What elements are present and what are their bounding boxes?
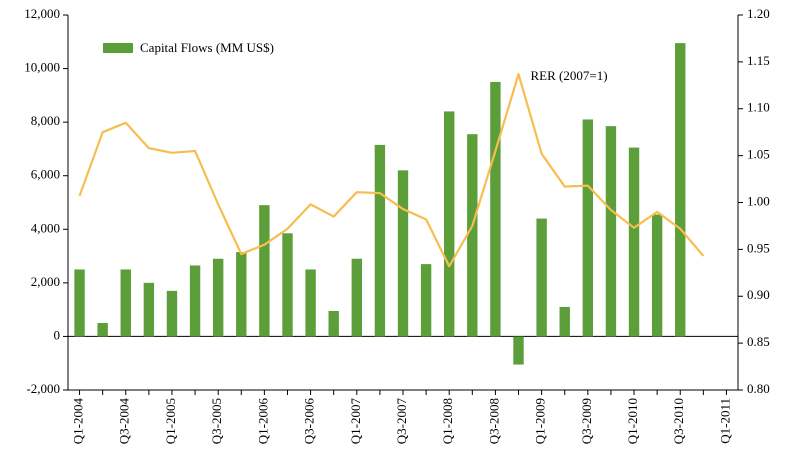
y-tick-label: 0: [54, 327, 61, 342]
y2-tick-label: 1.00: [747, 193, 770, 208]
bar: [559, 306, 570, 337]
x-tick-label: Q3-2004: [117, 398, 132, 445]
y2-tick-label: 1.20: [747, 6, 770, 21]
y2-tick-label: 0.80: [747, 381, 770, 396]
bar: [282, 233, 293, 337]
bar: [467, 134, 478, 337]
y-tick-label: 8,000: [31, 113, 60, 128]
x-tick-label: Q1-2010: [625, 398, 640, 444]
x-tick-label: Q1-2005: [163, 398, 178, 444]
x-tick-label: Q3-2009: [579, 398, 594, 444]
bar: [628, 147, 640, 337]
x-tick-label: Q3-2006: [302, 398, 317, 445]
bar: [236, 252, 247, 337]
x-tick-label: Q1-2008: [440, 398, 455, 444]
line-label: RER (2007=1): [531, 68, 608, 83]
bar: [536, 218, 547, 337]
bar: [166, 290, 178, 337]
bar: [305, 269, 316, 337]
bar: [212, 258, 224, 337]
y-tick-label: 10,000: [24, 60, 60, 75]
bar: [605, 126, 617, 337]
y2-tick-label: 0.90: [747, 287, 770, 302]
bar: [259, 205, 270, 337]
bar: [420, 264, 432, 337]
x-tick-label: Q1-2009: [533, 398, 548, 444]
x-tick-label: Q1-2007: [348, 398, 363, 445]
bar: [328, 310, 339, 337]
x-tick-label: Q3-2010: [671, 398, 686, 444]
bar: [444, 111, 455, 337]
bar: [74, 269, 85, 337]
bar: [582, 119, 594, 337]
y2-tick-label: 1.15: [747, 53, 770, 68]
y-tick-label: 2,000: [31, 274, 60, 289]
x-tick-label: Q3-2005: [209, 398, 224, 444]
y-tick-label: 4,000: [31, 220, 60, 235]
y-tick-label: -2,000: [26, 381, 60, 396]
x-tick-label: Q1-2004: [71, 398, 86, 445]
line: [78, 72, 705, 268]
legend-label: Capital Flows (MM US$): [140, 40, 274, 55]
bar: [490, 81, 501, 337]
x-tick-label: Q1-2006: [255, 398, 270, 445]
y2-tick-label: 1.05: [747, 147, 770, 162]
y2-tick-label: 0.95: [747, 240, 770, 255]
x-tick-label: Q1-2011: [717, 398, 732, 444]
bar: [120, 269, 131, 337]
bar: [513, 336, 524, 365]
x-tick-label: Q3-2007: [394, 398, 409, 445]
y2-tick-label: 0.85: [747, 334, 770, 349]
bar: [651, 214, 663, 337]
bar: [675, 43, 686, 337]
y-tick-label: 6,000: [31, 167, 60, 182]
bar: [143, 282, 155, 337]
y-tick-label: 12,000: [24, 6, 60, 21]
bar: [189, 265, 201, 337]
bar: [374, 144, 386, 337]
bar: [351, 258, 362, 337]
bar: [397, 170, 409, 337]
legend-swatch: [103, 43, 133, 53]
bar: [97, 323, 108, 337]
x-tick-label: Q3-2008: [486, 398, 501, 444]
y2-tick-label: 1.10: [747, 100, 770, 115]
